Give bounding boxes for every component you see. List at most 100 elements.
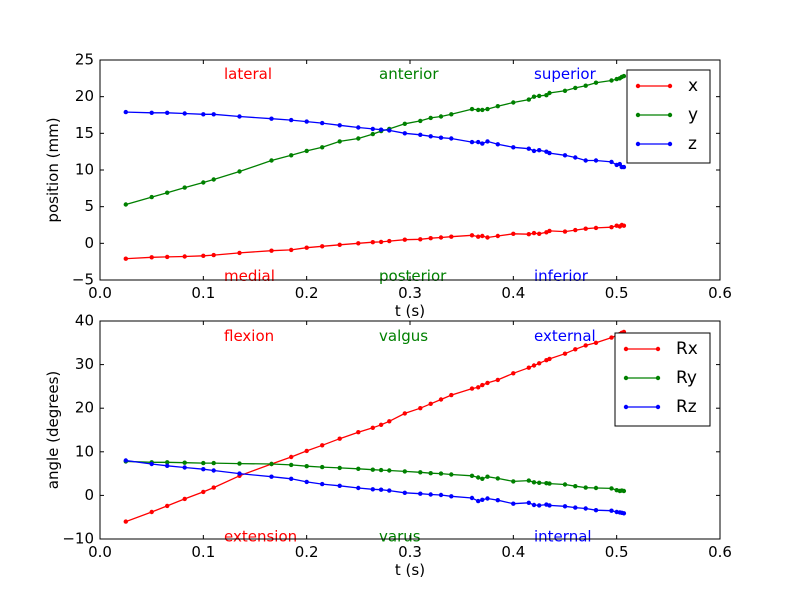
position-series-y-point xyxy=(237,169,242,174)
position-series-y-point xyxy=(547,90,552,96)
angle-series-Ry-point xyxy=(211,460,216,466)
position-series-x-point xyxy=(531,230,537,236)
angle-ytick-label: 10 xyxy=(75,442,94,460)
position-ytick-label: −5 xyxy=(72,271,94,289)
position-series-y-point xyxy=(531,94,537,99)
position-series-z-point xyxy=(402,131,407,136)
angle-annotation: valgus xyxy=(379,327,428,345)
position-series-z-point xyxy=(237,114,242,119)
position-series-x-point xyxy=(485,235,490,240)
position-series-x-point xyxy=(165,254,170,260)
angle-series-Rz-point xyxy=(547,503,552,508)
position-series-z-point xyxy=(320,120,325,126)
position-plot: lateral anterior superior medial posterior in… xyxy=(44,51,732,321)
angle-series-Rz-point xyxy=(485,496,490,501)
position-legend-marker-x xyxy=(635,83,641,89)
position-series-y-point xyxy=(593,80,599,85)
angle-series-Rz-point xyxy=(237,471,242,476)
position-series-x-point xyxy=(573,227,578,233)
position-series-x-point xyxy=(526,232,531,237)
angle-series-Ry-point xyxy=(387,468,392,473)
angle-series-Rx-point xyxy=(201,489,206,495)
position-series-z-point xyxy=(182,111,187,116)
angle-xlabel: t (s) xyxy=(395,561,425,579)
position-series-x-point xyxy=(449,234,454,239)
position-series-z-point xyxy=(476,139,481,145)
angle-series-Rx-point xyxy=(526,365,531,370)
position-series-z-point xyxy=(378,127,384,132)
position-series-z-point xyxy=(583,158,588,163)
angle-annotation: flexion xyxy=(224,327,274,345)
angle-series-Ry-point xyxy=(237,461,242,466)
position-legend-marker-z xyxy=(667,141,673,147)
angle-series-Ry-point xyxy=(438,471,444,476)
position-series-z xyxy=(123,109,627,170)
angle-legend-marker-Rx xyxy=(655,346,661,352)
position-series-y-point xyxy=(201,180,206,185)
angle-series-Rx-point xyxy=(476,385,481,390)
position-series-y-point xyxy=(537,93,542,99)
angle-series-Ry-point xyxy=(320,464,325,470)
position-series-y-point xyxy=(370,131,375,137)
position-series-y-point xyxy=(544,93,549,98)
angle-ytick-label: 0 xyxy=(84,486,94,504)
position-series-x-point xyxy=(320,244,325,249)
angle-series-Rx-point xyxy=(418,406,423,411)
position-xtick-label: 0.0 xyxy=(88,284,112,302)
position-series-z-point xyxy=(201,112,206,117)
position-ytick-label: 5 xyxy=(84,197,94,215)
position-legend-marker-z xyxy=(635,141,641,147)
position-series-x-point xyxy=(149,255,154,260)
position-series-y-point xyxy=(526,97,531,102)
position-series-z-point xyxy=(337,123,342,128)
angle-series-Rx-point xyxy=(438,397,444,402)
angle-series-Ry-point xyxy=(511,479,516,484)
angle-legend-marker-Ry xyxy=(655,375,661,381)
angle-series-Ry-point xyxy=(621,488,627,494)
angle-annotation: varus xyxy=(379,527,421,545)
position-annotation: anterior xyxy=(379,65,439,83)
angle-series-Rz-point xyxy=(320,481,325,487)
position-ytick-label: 0 xyxy=(84,234,94,252)
angle-series-Rz-point xyxy=(123,458,128,463)
position-series-y-point xyxy=(402,121,407,127)
angle-legend-marker-Rz xyxy=(655,404,661,410)
position-series-y-point xyxy=(562,88,568,94)
angle-series-Ry-point xyxy=(526,478,531,483)
position-series-y-point xyxy=(269,158,274,163)
position-series-y-point xyxy=(449,112,454,117)
position-series-z-point xyxy=(485,139,490,144)
angle-ytick-label: 30 xyxy=(75,355,94,373)
angle-annotation: external xyxy=(534,327,596,345)
angle-series-Rz-point xyxy=(149,461,154,467)
angle-series-Rx-point xyxy=(531,363,537,368)
position-series-x-point xyxy=(609,225,614,230)
angle-series-Ry-point xyxy=(449,472,454,477)
position-series-z-point xyxy=(526,146,531,151)
angle-series-Rx-point xyxy=(469,386,475,391)
position-series-x-point xyxy=(402,237,407,242)
angle-series-Rx-point xyxy=(573,347,578,352)
position-annotation: superior xyxy=(534,65,597,83)
angle-series-Ry-point xyxy=(418,470,423,475)
position-series-y-point xyxy=(511,100,516,105)
position-series-z-point xyxy=(387,128,392,133)
position-series-z-point xyxy=(537,148,542,153)
position-series-x-point xyxy=(562,229,568,234)
angle-series-Rx-point xyxy=(370,425,375,430)
angle-series-Rz-point xyxy=(583,506,588,511)
angle-series-Rz-point xyxy=(356,485,361,491)
position-annotation: posterior xyxy=(379,267,447,285)
angle-series-Rz-point xyxy=(511,501,516,506)
angle-series-Ry-point xyxy=(378,467,384,473)
position-series-y-point xyxy=(583,83,588,88)
angle-series-Rx-point xyxy=(387,419,392,424)
angle-series-Rx-point xyxy=(495,377,500,383)
position-legend-marker-y xyxy=(635,112,641,118)
position-ytick-label: 15 xyxy=(75,124,94,142)
position-series-x-point xyxy=(304,245,309,250)
angle-series-Rx-point xyxy=(485,380,490,386)
angle-xtick-label: 0.0 xyxy=(88,543,112,561)
position-series-y-point xyxy=(149,194,154,200)
position-series-x-point xyxy=(593,225,599,231)
